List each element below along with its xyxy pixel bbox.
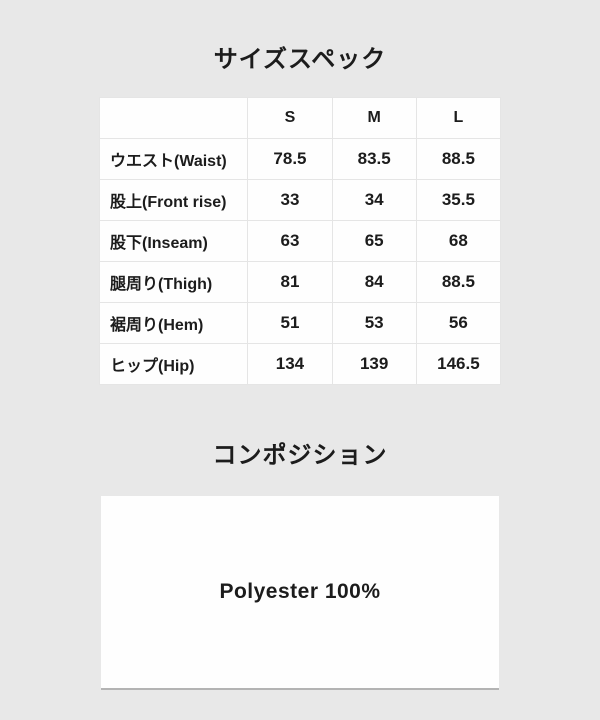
measurement-value: 33 [247,179,333,221]
measurement-value: 68 [415,220,502,262]
size-column-header-m: M [331,97,417,139]
measurement-value: 146.5 [415,343,502,385]
measurement-value: 65 [331,220,417,262]
table-row: 腿周り(Thigh) 81 84 88.5 [98,261,502,303]
table-row: ウエスト(Waist) 78.5 83.5 88.5 [98,138,502,180]
row-label: 股上(Front rise) [98,179,249,221]
measurement-value: 51 [247,302,333,344]
measurement-value: 83.5 [331,138,417,180]
table-row: 股下(Inseam) 63 65 68 [98,220,502,262]
measurement-value: 134 [247,343,333,385]
row-label: ヒップ(Hip) [98,343,249,385]
measurement-value: 139 [331,343,417,385]
measurement-value: 63 [247,220,333,262]
size-spec-table: S M L ウエスト(Waist) 78.5 83.5 88.5 股上(Fron… [98,97,502,385]
table-row: 裾周り(Hem) 51 53 56 [98,302,502,344]
row-label: 裾周り(Hem) [98,302,249,344]
measurement-value: 88.5 [415,138,502,180]
measurement-value: 35.5 [415,179,502,221]
measurement-value: 53 [331,302,417,344]
table-row: 股上(Front rise) 33 34 35.5 [98,179,502,221]
corner-cell [98,97,249,139]
size-column-header-l: L [415,97,502,139]
size-column-header-s: S [247,97,333,139]
row-label: 腿周り(Thigh) [98,261,249,303]
row-label: ウエスト(Waist) [98,138,249,180]
size-spec-title: サイズスペック [213,46,387,73]
measurement-value: 88.5 [415,261,502,303]
measurement-value: 56 [415,302,502,344]
measurement-value: 81 [247,261,333,303]
measurement-value: 84 [331,261,417,303]
composition-title: コンポジション [212,442,388,469]
table-row: ヒップ(Hip) 134 139 146.5 [98,343,502,385]
measurement-value: 34 [331,179,417,221]
table-header-row: S M L [98,97,502,139]
composition-box: Polyester 100% [101,496,499,690]
composition-value: Polyester 100% [219,580,381,603]
measurement-value: 78.5 [247,138,333,180]
row-label: 股下(Inseam) [98,220,249,262]
